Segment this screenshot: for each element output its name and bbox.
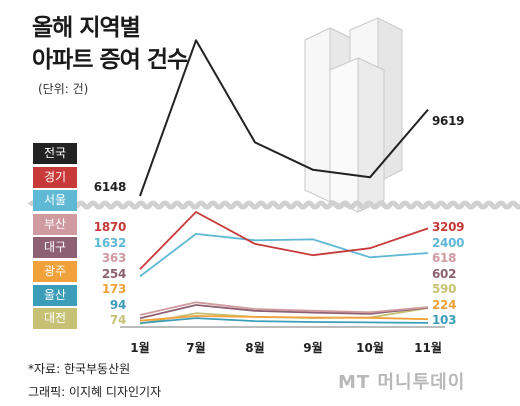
value-label-left-7: 74	[109, 313, 126, 327]
value-label-left-5: 173	[101, 282, 126, 296]
value-label-left-3: 363	[101, 251, 126, 265]
legend-item-0: 전국	[33, 143, 77, 164]
value-label-left-1: 1870	[93, 220, 127, 234]
value-label-right-7: 103	[432, 313, 457, 327]
legend-item-5: 광주	[33, 260, 77, 282]
value-label-right-5: 590	[432, 282, 457, 296]
axis-break-wave	[28, 200, 520, 210]
chart-title-line2: 아파트 증여 건수	[32, 47, 188, 73]
legend-item-2: 서울	[33, 190, 77, 212]
x-tick-label-1: 7월	[186, 341, 206, 355]
x-tick-label-0: 1월	[130, 341, 150, 355]
axis-break-line	[28, 200, 520, 210]
x-tick-label-3: 9월	[303, 341, 323, 355]
chart-title-line1: 올해 지역별	[32, 15, 141, 41]
legend-item-4: 대구	[33, 237, 77, 259]
x-tick-label-2: 8월	[245, 341, 265, 355]
value-label-right-6: 224	[432, 298, 457, 312]
value-label-left-6: 94	[109, 298, 126, 312]
source-note: *자료: 한국부동산원	[28, 362, 131, 376]
series-line-6	[139, 317, 429, 324]
value-label-left-4: 254	[101, 267, 126, 281]
value-label-left-2: 1632	[93, 236, 127, 250]
x-tick-label-5: 11월	[414, 341, 442, 355]
series-line-3	[139, 301, 429, 316]
legend: 전국 경기 서울 부산 대구 광주 울산 대전	[33, 143, 77, 332]
series-line-1	[139, 211, 429, 270]
value-label-right-3: 618	[432, 251, 457, 265]
value-label-right-1: 3209	[432, 220, 465, 234]
series-line-4	[139, 304, 429, 320]
credit-note: 그래픽: 이지혜 디자인기자	[28, 385, 162, 399]
apartment-buildings-illustration	[304, 17, 403, 213]
unit-label: (단위: 건)	[38, 82, 89, 96]
legend-item-1: 경기	[33, 166, 77, 188]
x-tick-label-4: 10월	[356, 341, 384, 355]
publisher-logo: MT 머니투데이	[338, 372, 466, 393]
value-label-right-0: 9619	[432, 114, 465, 128]
legend-item-6: 울산	[33, 284, 77, 306]
series-lines	[120, 39, 445, 328]
value-label-right-2: 2400	[432, 236, 465, 250]
legend-item-7: 대전	[33, 308, 77, 330]
value-label-left-0: 6148	[93, 180, 127, 194]
value-label-right-4: 602	[432, 267, 457, 281]
legend-item-3: 부산	[33, 213, 77, 235]
series-line-0	[139, 39, 429, 197]
series-line-5	[139, 315, 429, 322]
series-line-2	[139, 232, 429, 278]
